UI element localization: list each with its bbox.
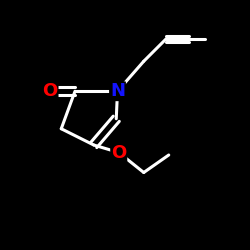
Text: O: O <box>42 82 58 100</box>
Text: O: O <box>111 144 126 162</box>
Text: N: N <box>110 82 125 100</box>
